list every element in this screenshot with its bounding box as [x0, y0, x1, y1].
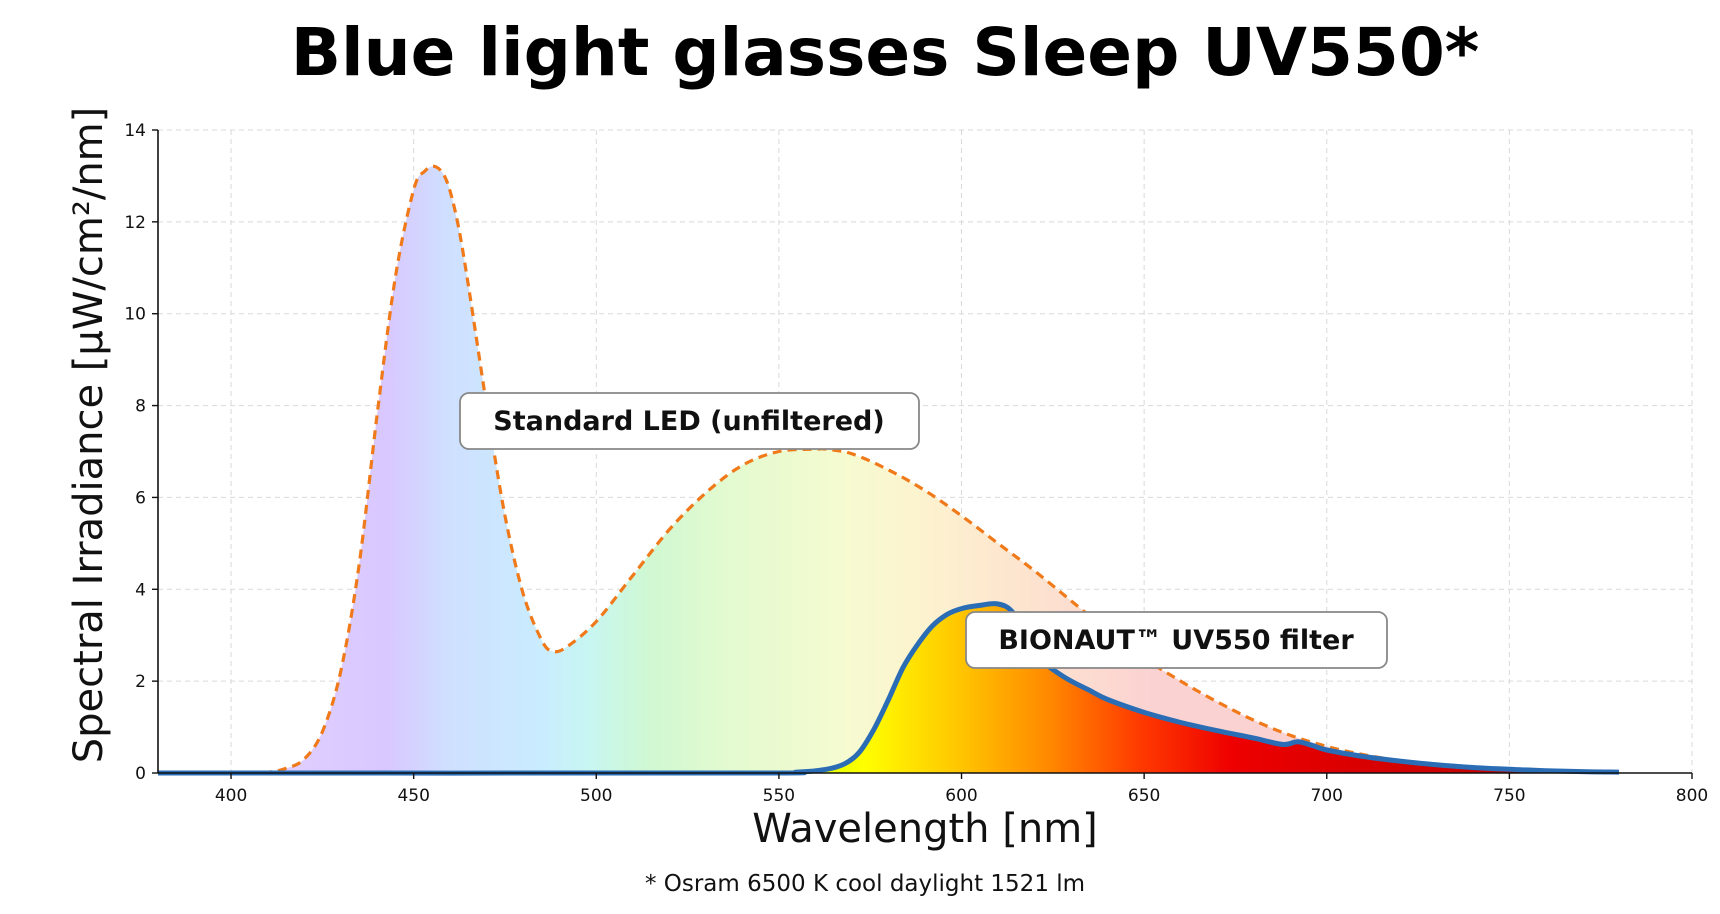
y-tick-label: 6: [135, 488, 146, 508]
led-area-fill: [158, 166, 1619, 774]
led-series-line: [157, 164, 1620, 775]
y-ticks: 0 2 4 6 8 10 12 14: [124, 121, 158, 784]
footnote: * Osram 6500 K cool daylight 1521 lm: [645, 871, 1085, 897]
y-tick-label: 10: [124, 305, 146, 325]
filter-area-fill: [158, 603, 1619, 774]
annotation-led: Standard LED (unfiltered): [459, 392, 920, 450]
y-tick-label: 14: [124, 121, 146, 141]
annotation-filter-text: BIONAUT™ UV550 filter: [998, 625, 1354, 656]
x-tick-label: 600: [945, 786, 977, 806]
x-tick-label: 750: [1493, 786, 1525, 806]
x-ticks: 400 450 500 550 600 650 700 750 800: [215, 773, 1708, 806]
y-tick-label: 2: [135, 672, 146, 692]
y-tick-label: 4: [135, 580, 146, 600]
x-tick-label: 650: [1128, 786, 1160, 806]
chart-title: Blue light glasses Sleep UV550*: [291, 14, 1480, 91]
x-tick-label: 450: [397, 786, 429, 806]
annotation-led-text: Standard LED (unfiltered): [493, 406, 884, 437]
y-axis-label: Spectral Irradiance [µW/cm²/nm]: [66, 107, 112, 764]
x-tick-label: 800: [1676, 786, 1708, 806]
annotation-filter: BIONAUT™ UV550 filter: [965, 611, 1388, 669]
y-tick-label: 12: [124, 213, 146, 233]
x-axis-label: Wavelength [nm]: [752, 806, 1098, 852]
y-tick-label: 8: [135, 397, 146, 417]
x-tick-label: 500: [580, 786, 612, 806]
x-tick-label: 400: [215, 786, 247, 806]
x-tick-label: 550: [763, 786, 795, 806]
y-tick-label: 0: [135, 764, 146, 784]
x-tick-label: 700: [1311, 786, 1343, 806]
